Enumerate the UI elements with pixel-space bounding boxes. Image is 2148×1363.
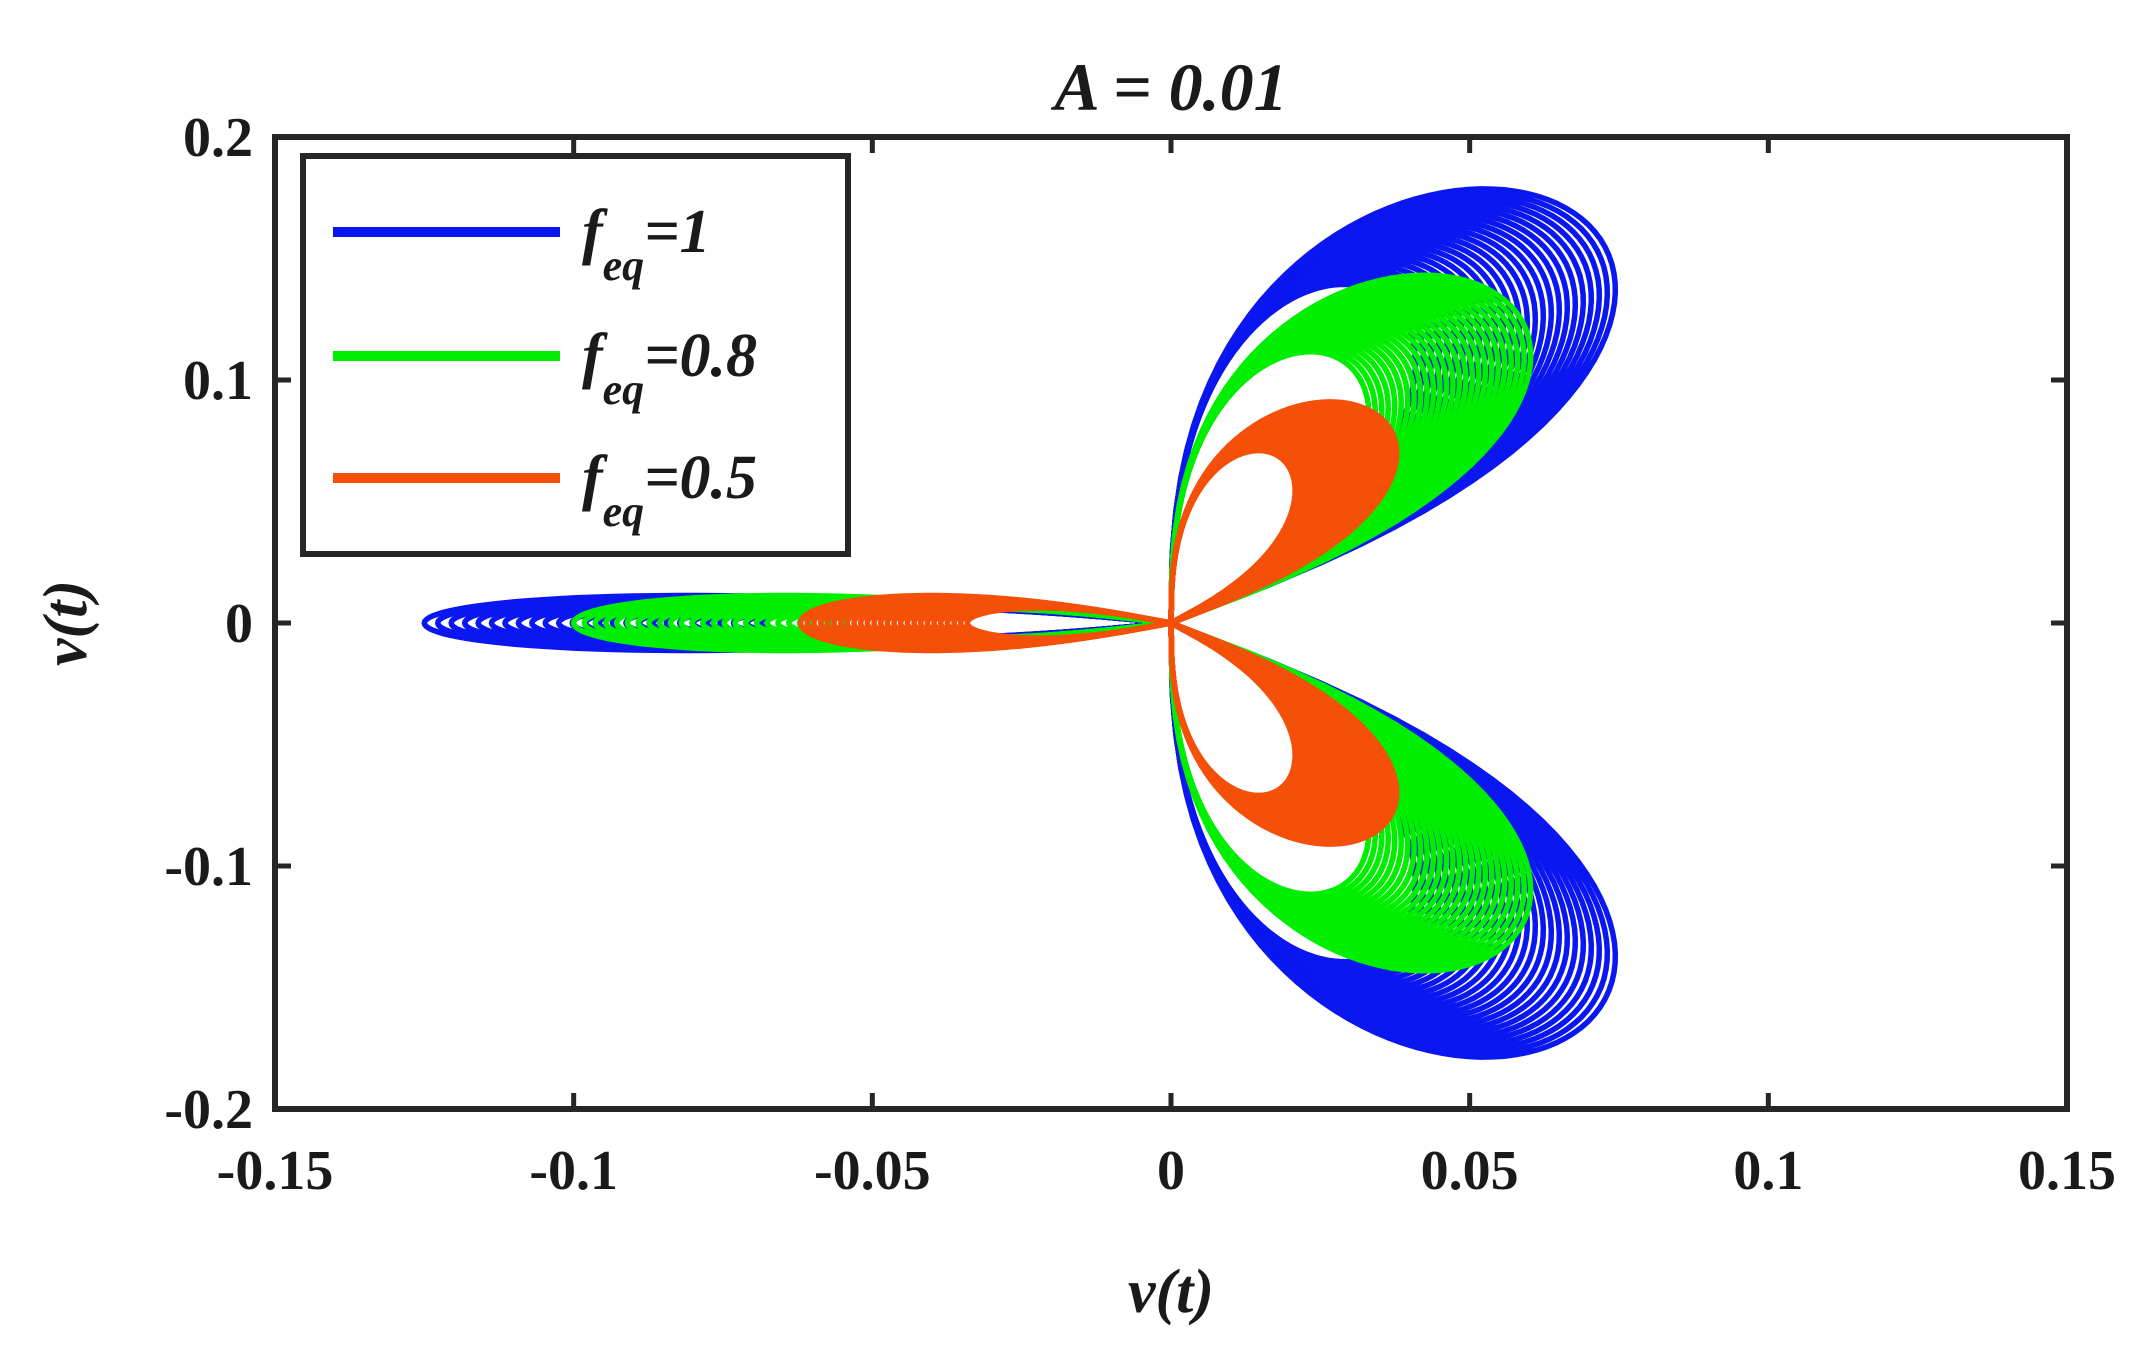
series-2-orbit	[911, 432, 1331, 814]
series-2-orbit	[924, 436, 1323, 810]
x-tick-label: -0.15	[217, 1140, 334, 1202]
x-tick-label: 0.1	[1733, 1140, 1803, 1202]
y-tick-label: 0.2	[183, 107, 253, 169]
series-2-orbit	[957, 445, 1302, 801]
legend-label-sub: eq	[603, 365, 645, 414]
series-2-orbit	[877, 422, 1351, 824]
series-2-orbit	[851, 414, 1367, 832]
chart-title: A = 0.01	[1050, 49, 1287, 125]
y-tick-label: 0.1	[183, 350, 253, 412]
series-2-orbit	[937, 440, 1315, 806]
series-2-curves	[797, 399, 1400, 847]
legend-label-value: =1	[644, 198, 710, 266]
x-tick-label: 0.05	[1421, 1140, 1519, 1202]
x-axis-label: v(t)	[1128, 1258, 1214, 1326]
legend-label-2: feq=0.5	[582, 444, 757, 536]
x-tick-label: 0.15	[2018, 1140, 2116, 1202]
x-tick-label: -0.05	[814, 1140, 931, 1202]
legend-label-sub: eq	[603, 487, 645, 536]
y-tick-label: 0	[225, 593, 253, 655]
series-2-orbit	[944, 441, 1311, 805]
series-2-orbit	[904, 430, 1335, 816]
series-2-orbit	[964, 447, 1298, 799]
y-tick-label: -0.2	[164, 1079, 253, 1141]
x-tick-labels: -0.15 -0.1 -0.05 0 0.05 0.1 0.15	[217, 1140, 2116, 1202]
series-2-orbit	[931, 438, 1319, 808]
legend-label-sub: eq	[603, 241, 645, 290]
x-tick-label: 0	[1157, 1140, 1185, 1202]
series-2-orbit	[917, 434, 1327, 812]
series-2-orbit	[797, 399, 1400, 847]
legend-label-1: feq=0.8	[582, 322, 757, 414]
series-2-orbit	[951, 443, 1306, 803]
y-tick-label: -0.1	[164, 836, 253, 898]
legend-label-value: =0.8	[644, 322, 757, 390]
tick-marks	[272, 134, 2070, 1112]
legend-label-value: =0.5	[644, 444, 757, 512]
y-axis-label: v(t)	[32, 580, 100, 666]
trajectory-curves	[421, 186, 1619, 1060]
x-tick-label: -0.1	[529, 1140, 618, 1202]
y-tick-labels: 0.2 0.1 0 -0.1 -0.2	[164, 107, 253, 1141]
